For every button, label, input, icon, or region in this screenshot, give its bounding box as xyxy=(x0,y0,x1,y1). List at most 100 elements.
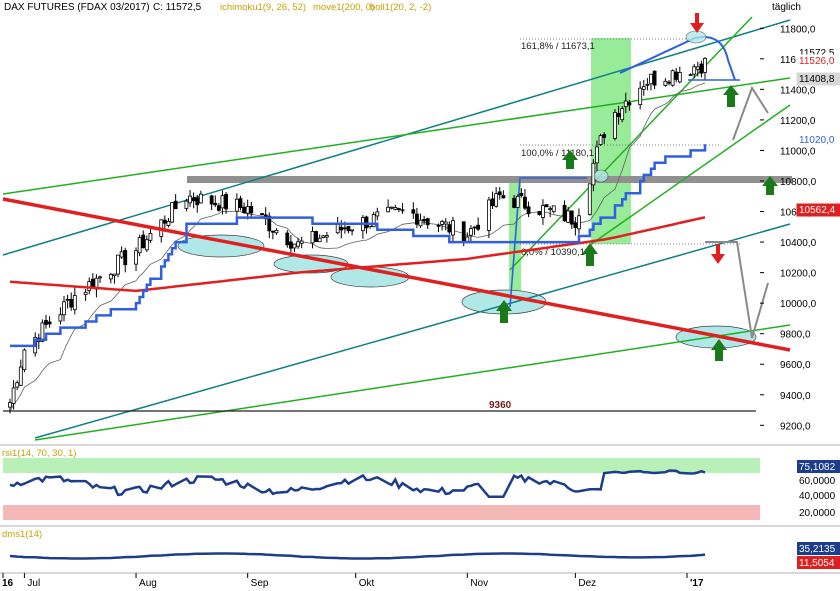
rsi-tick-40: 40,0000 xyxy=(799,491,836,502)
candle-body xyxy=(260,213,264,215)
candle-body xyxy=(18,366,23,386)
candle-body xyxy=(472,226,477,229)
candle-body xyxy=(602,134,607,138)
candle-body xyxy=(72,295,77,311)
time-axis: 16 Jul Aug Sep Okt Nov Dez '17 xyxy=(2,573,704,589)
y-tick-label: 11400,0 xyxy=(780,85,816,96)
candle-body xyxy=(443,221,448,225)
candle-body xyxy=(198,193,203,204)
candle-body xyxy=(83,291,88,296)
candle-body xyxy=(47,321,52,325)
candle-body xyxy=(270,230,275,233)
price-badge: 11572,5 xyxy=(799,48,835,59)
y-tick-label: 11000,0 xyxy=(780,146,816,157)
price-badge-bg xyxy=(796,72,840,86)
dms-value-badge-b xyxy=(797,556,840,569)
candle-body xyxy=(375,211,380,217)
candle-body xyxy=(195,197,200,206)
candle-body xyxy=(22,349,27,371)
candle-body xyxy=(62,301,66,316)
candle-body xyxy=(566,210,571,223)
bollinger-line xyxy=(9,82,706,412)
candle-body xyxy=(638,87,643,106)
fib-1618-label: 161,8% / 11673,1 xyxy=(521,41,595,52)
rsi-value: 75,1082 xyxy=(799,462,836,473)
candle-body xyxy=(141,234,146,249)
candle-body xyxy=(324,235,329,238)
candle-body xyxy=(220,195,225,209)
candle-body xyxy=(425,218,430,226)
candle-body xyxy=(65,298,70,301)
arrow-up-icon xyxy=(711,339,727,361)
candle-body xyxy=(213,203,218,206)
channel-lower-teal xyxy=(34,223,791,439)
candle-body xyxy=(695,66,700,70)
price-badge-bg xyxy=(796,203,840,217)
candle-body xyxy=(134,250,138,265)
candle-body xyxy=(652,70,657,86)
x-tick-label: 16 xyxy=(2,578,14,589)
candle-body xyxy=(166,220,171,226)
candle-body xyxy=(389,206,394,209)
candle-body xyxy=(267,215,272,232)
rsi-tick-60: 60,0000 xyxy=(799,476,836,487)
price-badge: 11020,0 xyxy=(799,135,835,146)
candle-body xyxy=(173,200,178,210)
timeframe-label[interactable]: täglich xyxy=(772,2,801,13)
candle-body xyxy=(411,209,416,214)
candle-body xyxy=(69,299,74,308)
candle-body xyxy=(469,228,473,236)
candle-body xyxy=(191,197,196,202)
candle-body xyxy=(400,209,405,212)
x-tick-label: Okt xyxy=(359,578,375,589)
candle-body xyxy=(137,237,142,254)
forecast-zigzag-lower xyxy=(705,241,769,339)
forecast-zigzag-upper xyxy=(732,85,769,141)
candle-body xyxy=(447,224,452,233)
candle-body xyxy=(494,193,499,207)
candle-body xyxy=(393,207,398,210)
candle-body xyxy=(461,221,466,243)
support-label: 9360 xyxy=(489,400,512,411)
candle-body xyxy=(487,199,491,231)
candle-body xyxy=(285,232,290,246)
kijun-step-1 xyxy=(509,177,587,308)
candle-body xyxy=(688,74,693,77)
dms-value-a: 35,2135 xyxy=(799,544,836,555)
y-tick-label: 10400,0 xyxy=(780,238,817,249)
steep-channel-lower xyxy=(589,104,791,246)
candle-body xyxy=(317,237,322,243)
arrow-down-icon xyxy=(711,244,725,264)
price-badge-bg xyxy=(796,54,840,68)
candle-body xyxy=(371,214,376,228)
channel-upper-green xyxy=(2,77,791,195)
candle-body xyxy=(616,113,621,118)
candle-body xyxy=(346,225,351,232)
rsi-overbought-band xyxy=(3,458,760,473)
x-tick-label: Aug xyxy=(139,578,157,589)
candle-body xyxy=(58,314,63,322)
x-tick-label: Dez xyxy=(578,578,596,589)
y-tick-label: 9200,0 xyxy=(780,421,811,432)
red-downtrend-line xyxy=(2,197,791,352)
candle-body xyxy=(649,73,653,85)
candle-body xyxy=(184,200,189,209)
candle-body xyxy=(224,193,228,210)
x-tick-label: Sep xyxy=(251,578,269,589)
candle-body xyxy=(422,219,427,222)
candle-body xyxy=(116,254,120,275)
y-tick-label: 9400,0 xyxy=(780,391,811,402)
candle-body xyxy=(108,274,113,280)
candle-body xyxy=(98,276,102,279)
candle-body xyxy=(364,216,369,229)
candle-body xyxy=(627,102,632,106)
candle-body xyxy=(44,320,48,325)
candle-body xyxy=(476,224,481,230)
candle-body xyxy=(40,322,45,342)
candle-body xyxy=(386,206,391,213)
candle-body xyxy=(11,387,16,404)
candle-body xyxy=(512,197,517,208)
